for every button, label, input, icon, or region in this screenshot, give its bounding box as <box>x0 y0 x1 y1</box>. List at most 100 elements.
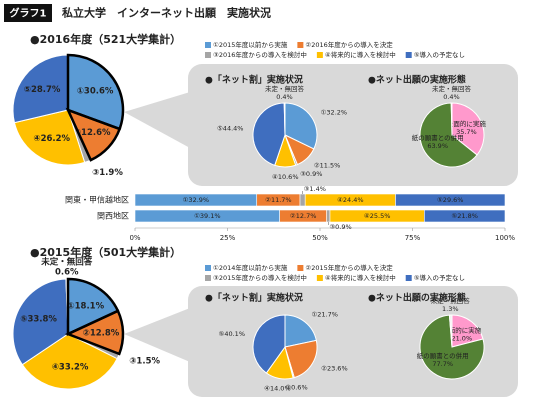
slice-label: ⑤44.4% <box>217 125 243 133</box>
slice-label: ②23.6% <box>321 364 347 372</box>
slice-name: 紙の願書との併用 <box>417 351 469 360</box>
slice-label: 63.9% <box>427 142 448 150</box>
slice-label: ①30.6% <box>77 87 114 97</box>
pie-slice <box>284 102 318 150</box>
badge: グラフ1 <box>10 7 47 20</box>
chart-title: ●2015年度（501大学集計） <box>30 245 181 259</box>
legend-label: ④将来的に導入を検討中 <box>325 273 396 282</box>
slice-name: 未定・無回答 <box>40 256 93 267</box>
slice-label: 35.7% <box>456 128 477 136</box>
slice-label: ②12.8% <box>83 328 120 338</box>
x-tick-label: 25% <box>220 234 236 242</box>
legend-marker <box>205 265 211 271</box>
pie-slice <box>252 102 286 166</box>
pie-slice <box>419 102 478 168</box>
legend-marker <box>297 42 304 48</box>
slice-label: 0.4% <box>276 93 293 101</box>
slice-label: ③1.9% <box>92 168 123 178</box>
segment-label: ①39.1% <box>194 212 220 220</box>
bar-segment <box>299 193 306 207</box>
pie-slice <box>21 333 118 390</box>
chart-title: ●2016年度（521大学集計） <box>30 32 181 46</box>
slice-label: 77.7% <box>432 360 453 368</box>
legend-marker <box>316 52 323 58</box>
slice-name: 未定・無回答 <box>265 84 305 93</box>
slice-label: ③0.9% <box>300 170 322 178</box>
segment-label: ③1.4% <box>304 185 326 193</box>
segment-label: ③0.9% <box>329 223 351 231</box>
slice-label: ④10.6% <box>272 173 298 181</box>
slice-label: ①18.1% <box>67 302 104 312</box>
callout-pointer <box>124 308 190 362</box>
pie-slice <box>448 314 453 348</box>
slice-outline <box>65 107 122 162</box>
slice-label: ②11.5% <box>314 162 340 170</box>
slice-name: 全面的に実施 <box>447 119 487 128</box>
legend-label: ③2016年度からの導入を検討中 <box>213 50 307 59</box>
legend-label: ②2015年度からの導入を決定 <box>305 263 393 272</box>
chart-title: ●「ネット割」実施状況 <box>205 292 303 304</box>
slice-label: ④26.2% <box>33 134 70 144</box>
slice-label: ①21.7% <box>311 310 337 318</box>
chart-title: ●ネット出願の実施形態 <box>368 292 466 304</box>
legend-label: ①2015年度以前から実施 <box>213 40 288 49</box>
bar-segment <box>424 209 506 223</box>
segment-label: ②12.7% <box>290 212 316 220</box>
segment-label: ⑤29.6% <box>437 196 463 204</box>
slice-name: 全面的に実施 <box>442 325 482 334</box>
legend-label: ②2016年度からの導入を決定 <box>305 40 393 49</box>
slice-label: ②12.6% <box>74 128 111 138</box>
pie-slice <box>284 314 317 348</box>
slice-label: ①32.2% <box>321 109 347 117</box>
legend-label: ⑤導入の予定なし <box>414 50 465 59</box>
pie-slice <box>12 278 69 366</box>
category-label: 関西地区 <box>97 211 129 221</box>
slice-name: 未定・無回答 <box>432 84 472 93</box>
legend-marker <box>205 42 211 48</box>
pie-slice <box>13 109 86 166</box>
slice-label: ⑤33.8% <box>20 315 57 325</box>
legend-marker <box>316 275 323 281</box>
x-tick-label: 100% <box>495 234 515 242</box>
slice-label: ⑤40.1% <box>219 330 245 338</box>
legend-marker <box>405 52 412 58</box>
x-tick-label: 75% <box>405 234 421 242</box>
slice-outline <box>66 277 120 336</box>
pie-slice <box>252 314 286 374</box>
chart-title: ●ネット出願の実施形態 <box>368 74 466 86</box>
slice-label: ③0.6% <box>285 383 307 391</box>
slice-name: 紙の願書との併用 <box>412 133 464 142</box>
legend-label: ①2014年度以前から実施 <box>213 263 288 272</box>
chart-title: ●「ネット割」実施状況 <box>205 74 303 86</box>
legend-label: ⑤導入の予定なし <box>414 273 465 282</box>
segment-label: ①32.9% <box>183 196 209 204</box>
pie-slice <box>283 102 286 136</box>
legend-marker <box>205 275 211 281</box>
pie-slice <box>419 314 485 380</box>
slice-label: ③1.5% <box>129 357 160 367</box>
slice-label: 21.0% <box>451 334 472 342</box>
x-tick-label: 0% <box>129 234 140 242</box>
slice-label: ⑤28.7% <box>24 85 61 95</box>
legend-marker <box>205 52 211 58</box>
x-tick-label: 50% <box>312 234 328 242</box>
slice-label: 0.4% <box>443 93 460 101</box>
slice-name: 未定・無回答 <box>431 296 471 305</box>
pie-slice <box>12 54 69 124</box>
segment-label: ④25.5% <box>364 212 390 220</box>
pie-slice <box>450 102 453 136</box>
bar-segment <box>326 209 331 223</box>
pie-slice <box>451 314 484 348</box>
segment-label: ⑤21.8% <box>451 212 477 220</box>
segment-label: ④24.4% <box>337 196 363 204</box>
category-label: 関東・甲信越地区 <box>65 195 129 205</box>
legend-marker <box>297 265 304 271</box>
legend-label: ④将来的に導入を検討中 <box>325 50 396 59</box>
pie-slice <box>451 102 485 156</box>
legend-label: ③2015年度からの導入を検討中 <box>213 273 307 282</box>
slice-label: 0.6% <box>55 268 79 278</box>
pie-slice <box>284 339 318 379</box>
slice-outline <box>64 309 125 356</box>
bar-segment <box>395 193 506 207</box>
